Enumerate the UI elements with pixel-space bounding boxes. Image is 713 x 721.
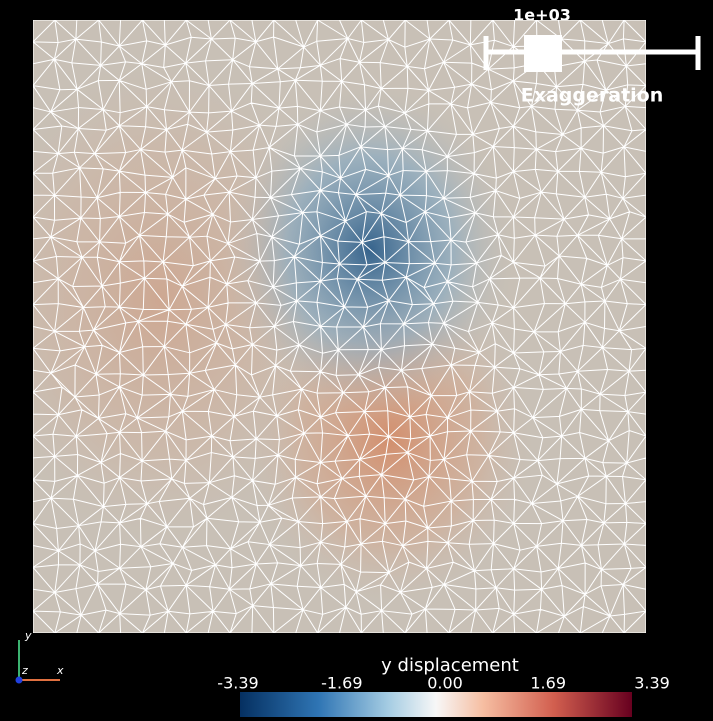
axis-y-label: y	[24, 629, 32, 642]
axis-x-label: x	[56, 664, 64, 677]
slider-handle[interactable]	[524, 35, 562, 72]
slider-label: Exaggeration	[521, 85, 664, 107]
axis-z	[15, 676, 23, 684]
colorbar-tick-label: -3.39	[217, 674, 258, 693]
colorbar-title: y displacement	[381, 655, 519, 676]
colorbar-tick-label: 1.69	[530, 674, 566, 693]
colorbar-tick-label: -1.69	[321, 674, 362, 693]
colorbar-tick-label: 3.39	[634, 674, 670, 693]
colorbar	[240, 692, 632, 717]
mesh-wireframe	[33, 20, 646, 633]
axis-z-label: z	[21, 664, 28, 677]
slider-value: 1e+03	[513, 6, 571, 25]
mesh-edges	[33, 20, 646, 633]
colorbar-tick-label: 0.00	[427, 674, 463, 693]
